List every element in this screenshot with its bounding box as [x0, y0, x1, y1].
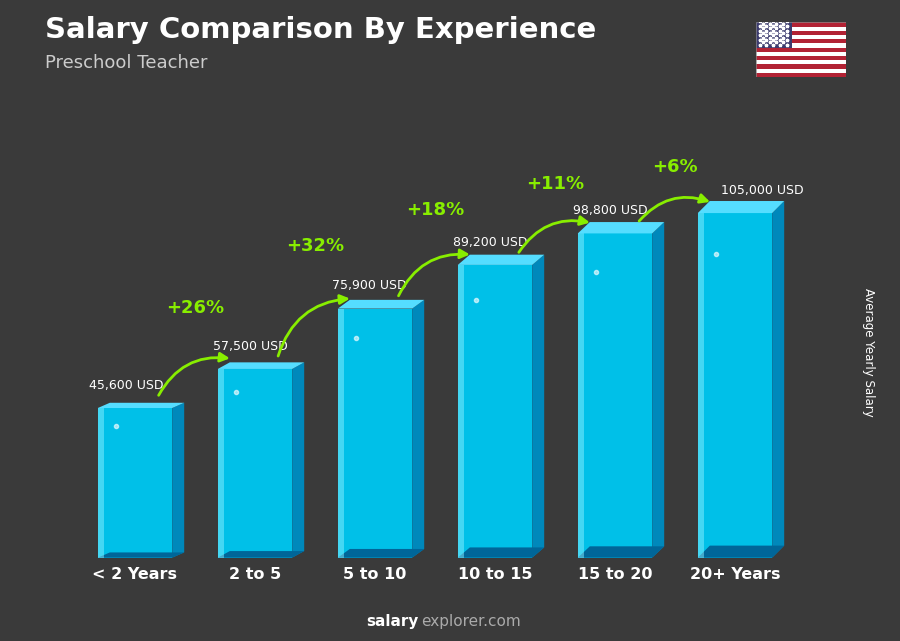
Polygon shape [698, 545, 784, 558]
Text: 98,800 USD: 98,800 USD [573, 204, 648, 217]
Polygon shape [698, 201, 784, 213]
Polygon shape [98, 403, 184, 408]
Bar [756, 22, 846, 27]
Text: 45,600 USD: 45,600 USD [89, 379, 164, 392]
Polygon shape [578, 233, 652, 558]
Bar [756, 56, 846, 60]
Bar [756, 27, 846, 31]
Polygon shape [338, 308, 412, 558]
Polygon shape [98, 553, 184, 558]
Polygon shape [338, 549, 424, 558]
Bar [756, 72, 846, 77]
Polygon shape [772, 201, 784, 558]
Text: 89,200 USD: 89,200 USD [453, 235, 527, 249]
Text: +6%: +6% [652, 158, 698, 176]
Bar [756, 39, 846, 44]
Text: +11%: +11% [526, 174, 584, 192]
Text: 75,900 USD: 75,900 USD [332, 279, 407, 292]
Text: +26%: +26% [166, 299, 224, 317]
Text: 57,500 USD: 57,500 USD [213, 340, 288, 353]
Polygon shape [578, 222, 664, 233]
Bar [756, 52, 846, 56]
Polygon shape [218, 369, 292, 558]
Text: +32%: +32% [286, 237, 344, 255]
Polygon shape [218, 551, 304, 558]
Polygon shape [218, 362, 304, 369]
Polygon shape [338, 300, 424, 308]
Polygon shape [458, 254, 544, 265]
Polygon shape [338, 308, 344, 558]
Bar [756, 47, 846, 52]
Polygon shape [292, 362, 304, 558]
Bar [756, 35, 846, 39]
Text: explorer.com: explorer.com [421, 615, 521, 629]
Polygon shape [412, 300, 424, 558]
Polygon shape [218, 369, 224, 558]
Polygon shape [98, 408, 172, 558]
Polygon shape [458, 547, 544, 558]
Text: +18%: +18% [406, 201, 464, 219]
Bar [756, 44, 846, 47]
Bar [756, 22, 792, 47]
Polygon shape [172, 403, 184, 558]
Polygon shape [532, 254, 544, 558]
Bar [756, 64, 846, 69]
Bar [756, 69, 846, 72]
Polygon shape [578, 546, 664, 558]
Text: Preschool Teacher: Preschool Teacher [45, 54, 208, 72]
Polygon shape [578, 233, 584, 558]
Bar [756, 60, 846, 64]
Text: Average Yearly Salary: Average Yearly Salary [862, 288, 875, 417]
Polygon shape [698, 213, 772, 558]
Polygon shape [458, 265, 464, 558]
Polygon shape [698, 213, 704, 558]
Bar [756, 31, 846, 35]
Polygon shape [458, 265, 532, 558]
Text: 105,000 USD: 105,000 USD [721, 184, 803, 197]
Polygon shape [652, 222, 664, 558]
Polygon shape [98, 408, 104, 558]
Text: Salary Comparison By Experience: Salary Comparison By Experience [45, 16, 596, 44]
Text: salary: salary [366, 615, 418, 629]
